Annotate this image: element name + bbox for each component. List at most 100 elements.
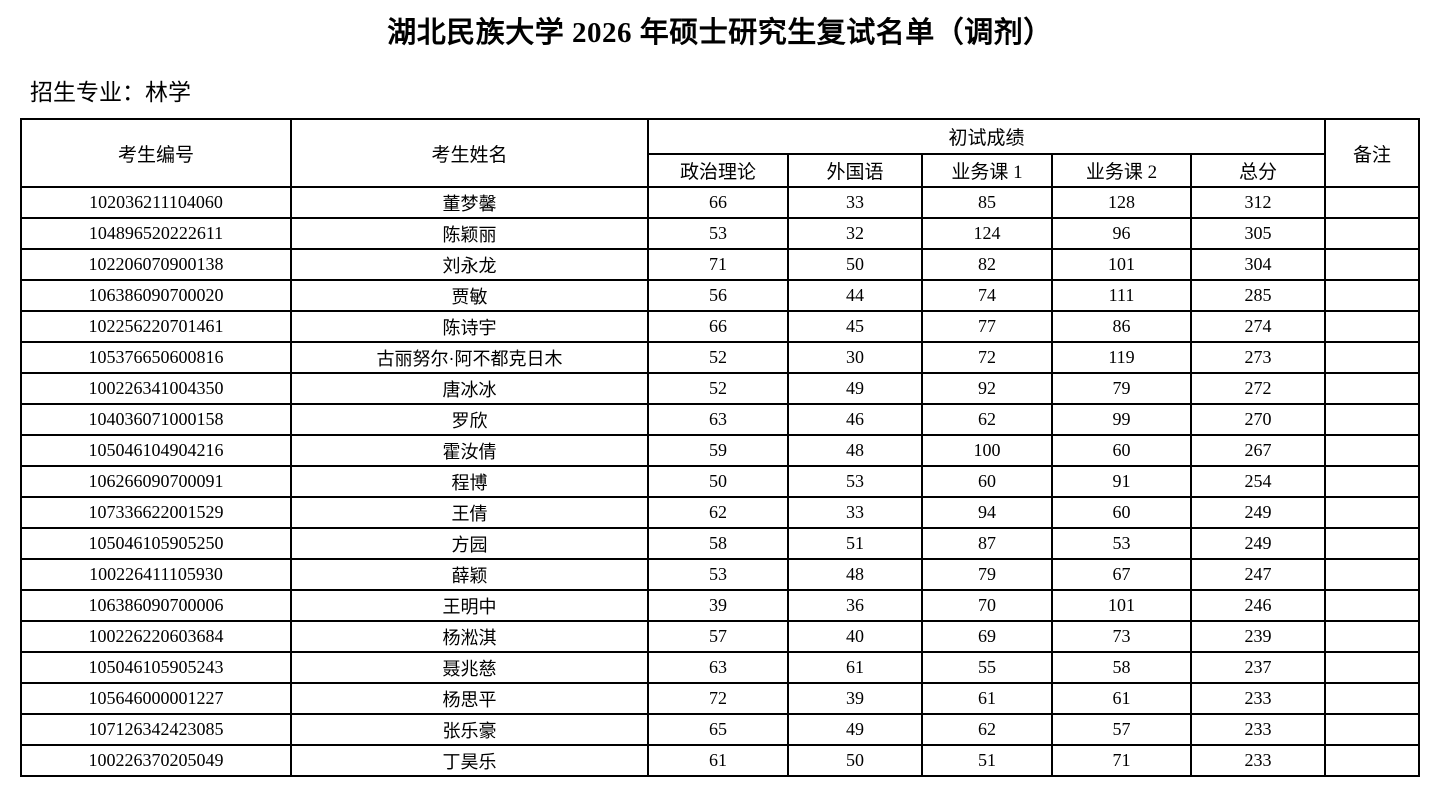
cell-political-theory: 61	[647, 744, 789, 777]
cell-major-course-2: 57	[1051, 713, 1192, 746]
header-foreign-language: 外国语	[787, 153, 923, 188]
cell-candidate-name: 陈颖丽	[290, 217, 649, 250]
table-row: 102206070900138 刘永龙 71 50 82 101 304	[20, 248, 1420, 281]
cell-remark	[1324, 527, 1420, 560]
roster-table: 考生编号 考生姓名 初试成绩 备注 政治理论 外国语 业务课 1 业务课 2 总…	[20, 118, 1420, 777]
table-row: 105376650600816 古丽努尔·阿不都克日木 52 30 72 119 273	[20, 341, 1420, 374]
cell-candidate-name: 丁昊乐	[290, 744, 649, 777]
cell-total-score: 249	[1190, 527, 1326, 560]
cell-foreign-language: 46	[787, 403, 923, 436]
major-label: 招生专业：林学	[30, 80, 191, 105]
cell-political-theory: 66	[647, 310, 789, 343]
table-row: 104036071000158 罗欣 63 46 62 99 270	[20, 403, 1420, 436]
cell-candidate-name: 刘永龙	[290, 248, 649, 281]
cell-candidate-name: 董梦馨	[290, 186, 649, 219]
cell-total-score: 270	[1190, 403, 1326, 436]
cell-political-theory: 66	[647, 186, 789, 219]
cell-foreign-language: 51	[787, 527, 923, 560]
header-row-group: 考生编号 考生姓名 初试成绩 备注	[20, 118, 1420, 188]
cell-remark	[1324, 434, 1420, 467]
cell-candidate-id: 105046105905243	[20, 651, 292, 684]
cell-candidate-name: 罗欣	[290, 403, 649, 436]
cell-candidate-name: 薛颖	[290, 558, 649, 591]
cell-major-course-1: 92	[921, 372, 1053, 405]
cell-major-course-1: 69	[921, 620, 1053, 653]
cell-candidate-id: 102206070900138	[20, 248, 292, 281]
cell-political-theory: 62	[647, 496, 789, 529]
header-political-theory: 政治理论	[647, 153, 789, 188]
cell-total-score: 237	[1190, 651, 1326, 684]
cell-foreign-language: 36	[787, 589, 923, 622]
table-row: 100226341004350 唐冰冰 52 49 92 79 272	[20, 372, 1420, 405]
table-row: 105046105905250 方园 58 51 87 53 249	[20, 527, 1420, 560]
cell-candidate-name: 王明中	[290, 589, 649, 622]
cell-foreign-language: 48	[787, 558, 923, 591]
cell-political-theory: 57	[647, 620, 789, 653]
cell-remark	[1324, 651, 1420, 684]
cell-total-score: 267	[1190, 434, 1326, 467]
cell-major-course-1: 61	[921, 682, 1053, 715]
cell-major-course-1: 60	[921, 465, 1053, 498]
cell-candidate-name: 霍汝倩	[290, 434, 649, 467]
cell-candidate-id: 104896520222611	[20, 217, 292, 250]
cell-candidate-name: 杨思平	[290, 682, 649, 715]
table-row: 106266090700091 程博 50 53 60 91 254	[20, 465, 1420, 498]
cell-candidate-name: 古丽努尔·阿不都克日木	[290, 341, 649, 374]
cell-remark	[1324, 310, 1420, 343]
cell-major-course-2: 61	[1051, 682, 1192, 715]
table-row: 105646000001227 杨思平 72 39 61 61 233	[20, 682, 1420, 715]
header-major-course-1: 业务课 1	[921, 153, 1053, 188]
table-row: 100226370205049 丁昊乐 61 50 51 71 233	[20, 744, 1420, 777]
table-row: 102256220701461 陈诗宇 66 45 77 86 274	[20, 310, 1420, 343]
table-body: 102036211104060 董梦馨 66 33 85 128 312 1048965202…	[20, 186, 1420, 777]
cell-major-course-2: 67	[1051, 558, 1192, 591]
cell-foreign-language: 30	[787, 341, 923, 374]
cell-total-score: 272	[1190, 372, 1326, 405]
cell-total-score: 273	[1190, 341, 1326, 374]
cell-foreign-language: 33	[787, 496, 923, 529]
cell-remark	[1324, 341, 1420, 374]
cell-major-course-1: 85	[921, 186, 1053, 219]
cell-candidate-name: 贾敏	[290, 279, 649, 312]
cell-major-course-1: 87	[921, 527, 1053, 560]
cell-total-score: 304	[1190, 248, 1326, 281]
cell-major-course-1: 77	[921, 310, 1053, 343]
cell-major-course-2: 73	[1051, 620, 1192, 653]
cell-candidate-id: 104036071000158	[20, 403, 292, 436]
cell-total-score: 233	[1190, 682, 1326, 715]
cell-remark	[1324, 589, 1420, 622]
cell-candidate-id: 102036211104060	[20, 186, 292, 219]
cell-major-course-2: 60	[1051, 434, 1192, 467]
cell-remark	[1324, 682, 1420, 715]
cell-candidate-id: 106386090700020	[20, 279, 292, 312]
cell-political-theory: 72	[647, 682, 789, 715]
cell-major-course-2: 60	[1051, 496, 1192, 529]
cell-foreign-language: 45	[787, 310, 923, 343]
cell-total-score: 312	[1190, 186, 1326, 219]
cell-major-course-1: 51	[921, 744, 1053, 777]
cell-foreign-language: 53	[787, 465, 923, 498]
table-row: 105046104904216 霍汝倩 59 48 100 60 267	[20, 434, 1420, 467]
cell-total-score: 285	[1190, 279, 1326, 312]
cell-political-theory: 63	[647, 651, 789, 684]
cell-total-score: 274	[1190, 310, 1326, 343]
table-row: 100226411105930 薛颖 53 48 79 67 247	[20, 558, 1420, 591]
cell-total-score: 254	[1190, 465, 1326, 498]
cell-candidate-id: 102256220701461	[20, 310, 292, 343]
cell-remark	[1324, 403, 1420, 436]
cell-candidate-id: 106386090700006	[20, 589, 292, 622]
cell-major-course-1: 70	[921, 589, 1053, 622]
table-row: 104896520222611 陈颖丽 53 32 124 96 305	[20, 217, 1420, 250]
cell-major-course-1: 82	[921, 248, 1053, 281]
cell-remark	[1324, 372, 1420, 405]
cell-candidate-id: 105646000001227	[20, 682, 292, 715]
cell-total-score: 305	[1190, 217, 1326, 250]
cell-remark	[1324, 620, 1420, 653]
cell-candidate-id: 100226341004350	[20, 372, 292, 405]
table-row: 107336622001529 王倩 62 33 94 60 249	[20, 496, 1420, 529]
cell-political-theory: 71	[647, 248, 789, 281]
table-row: 106386090700006 王明中 39 36 70 101 246	[20, 589, 1420, 622]
table-row: 106386090700020 贾敏 56 44 74 111 285	[20, 279, 1420, 312]
table-row: 100226220603684 杨淞淇 57 40 69 73 239	[20, 620, 1420, 653]
header-total-score: 总分	[1190, 153, 1326, 188]
